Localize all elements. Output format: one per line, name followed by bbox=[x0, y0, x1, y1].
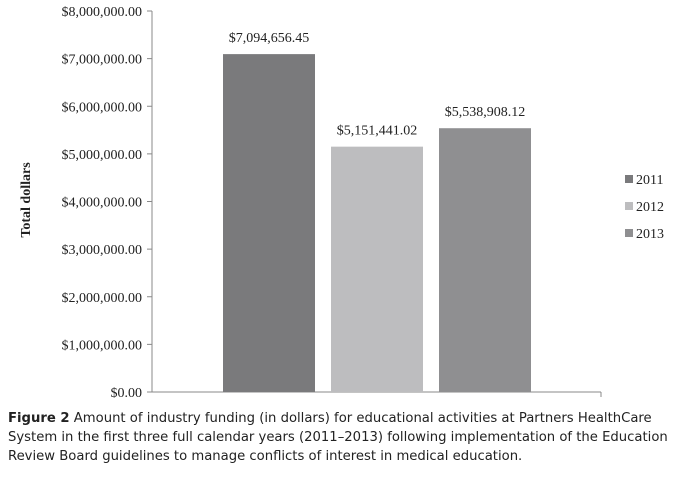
bars bbox=[223, 54, 531, 393]
x-axis bbox=[152, 391, 602, 397]
legend-label-2013: 2013 bbox=[636, 227, 664, 242]
data-label-2011: $7,094,656.45 bbox=[229, 31, 310, 46]
data-label-2013: $5,538,908.12 bbox=[445, 105, 526, 120]
legend-swatch-2011 bbox=[625, 175, 633, 183]
y-tick-label: $7,000,000.00 bbox=[62, 53, 143, 68]
y-tick-label: $0.00 bbox=[111, 386, 143, 400]
y-axis-title: Total dollars bbox=[19, 162, 34, 238]
y-tick-label: $1,000,000.00 bbox=[62, 338, 143, 353]
figure-caption: Figure 2 Amount of industry funding (in … bbox=[8, 409, 680, 466]
bar-2011 bbox=[223, 54, 315, 393]
y-tick-label: $2,000,000.00 bbox=[62, 291, 143, 306]
legend-label-2011: 2011 bbox=[636, 173, 663, 188]
figure-caption-text: Amount of industry funding (in dollars) … bbox=[8, 411, 668, 464]
data-labels: $7,094,656.45 $5,151,441.02 $5,538,908.12 bbox=[229, 31, 526, 139]
legend: 2011 2012 2013 bbox=[625, 173, 664, 242]
data-label-2012: $5,151,441.02 bbox=[337, 124, 418, 139]
y-tick-label: $5,000,000.00 bbox=[62, 148, 143, 163]
bar-chart: $0.00 $1,000,000.00 $2,000,000.00 $3,000,00… bbox=[19, 5, 664, 400]
y-tick-label: $8,000,000.00 bbox=[62, 5, 143, 20]
y-tick-label: $4,000,000.00 bbox=[62, 196, 143, 211]
figure-label: Figure 2 bbox=[8, 411, 70, 426]
legend-label-2012: 2012 bbox=[636, 200, 664, 215]
y-tick-label: $3,000,000.00 bbox=[62, 243, 143, 258]
legend-swatch-2013 bbox=[625, 229, 633, 237]
y-tick-label: $6,000,000.00 bbox=[62, 100, 143, 115]
bar-2012 bbox=[331, 146, 423, 392]
legend-swatch-2012 bbox=[625, 202, 633, 210]
bar-2013 bbox=[439, 128, 531, 392]
y-axis: $0.00 $1,000,000.00 $2,000,000.00 $3,000,00… bbox=[62, 5, 153, 400]
